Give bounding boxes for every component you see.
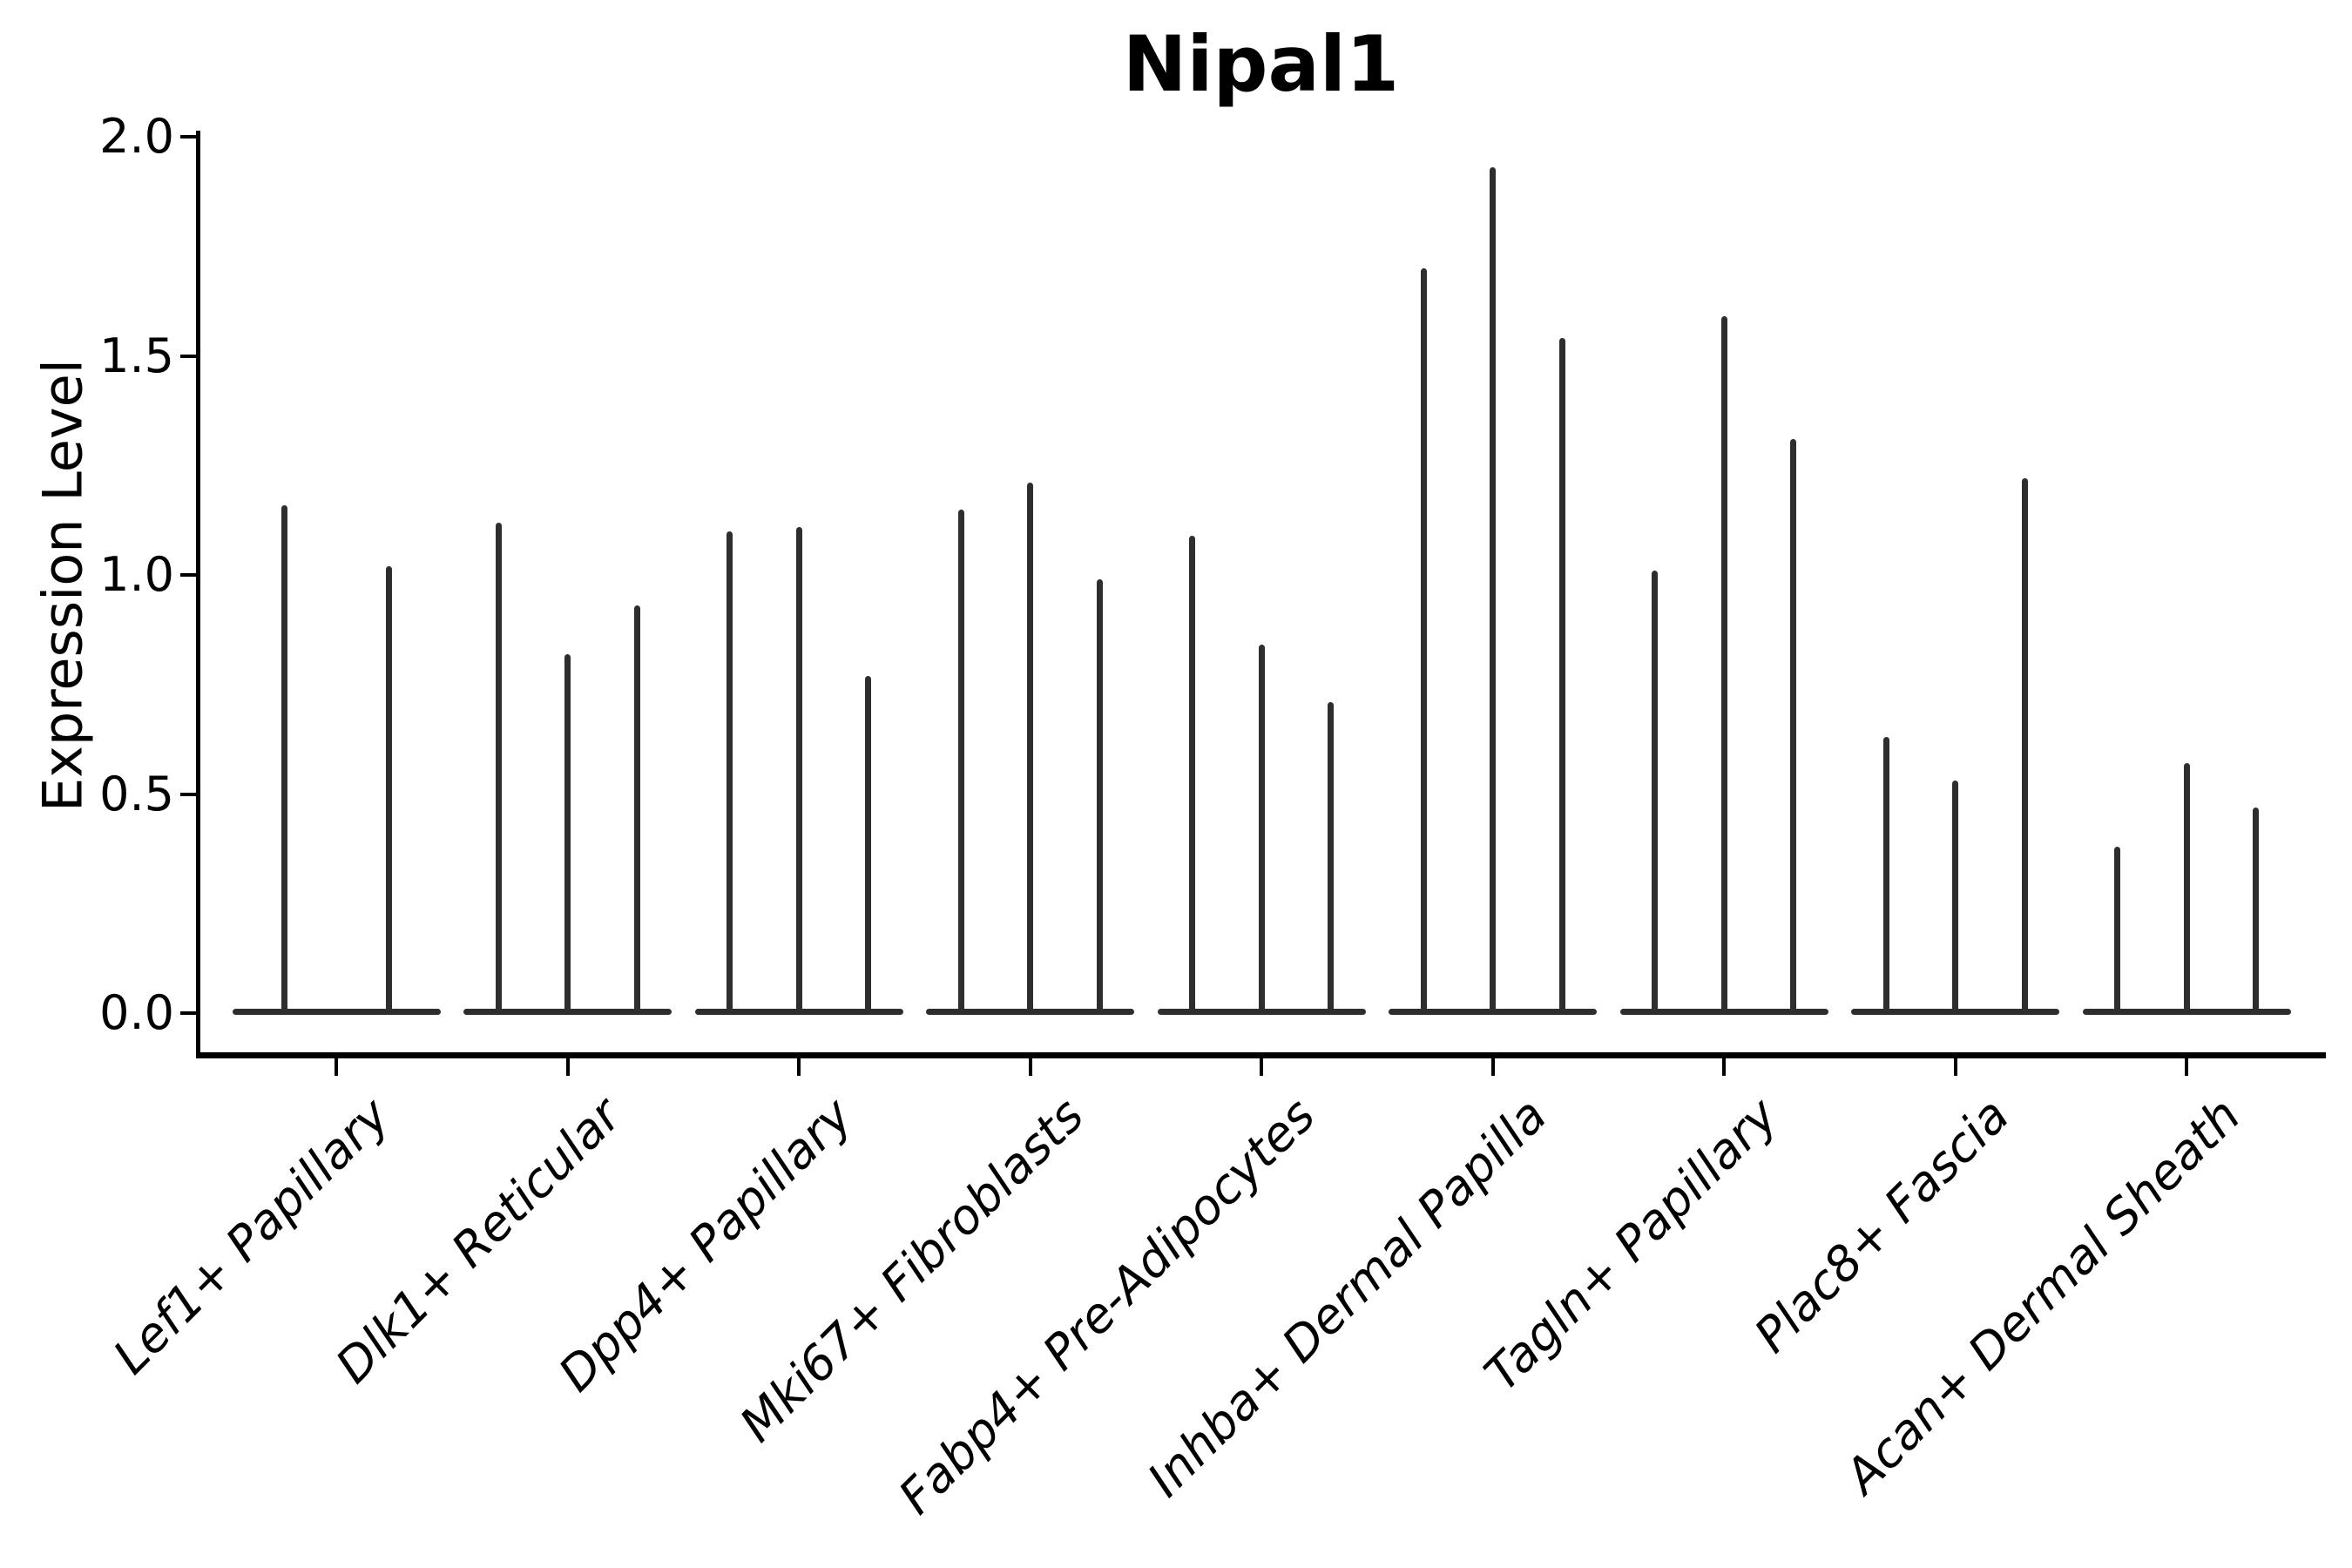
- y-tick: [180, 573, 196, 577]
- y-axis-title: Expression Level: [30, 359, 95, 812]
- y-tick: [180, 135, 196, 139]
- violin: [865, 675, 872, 1015]
- y-tick-label: 0.5: [99, 766, 174, 821]
- x-tick: [1028, 1058, 1032, 1076]
- y-tick: [180, 792, 196, 796]
- x-tick: [565, 1058, 570, 1076]
- violin: [1189, 535, 1196, 1015]
- x-tick: [2185, 1058, 2189, 1076]
- x-tick-label: Inhba+ Dermal Papilla: [1136, 1087, 1558, 1508]
- violin: [1652, 570, 1659, 1015]
- violin: [795, 526, 802, 1015]
- violin: [2253, 807, 2260, 1015]
- violin: [1027, 483, 1034, 1015]
- y-tick: [180, 1011, 196, 1015]
- x-tick: [335, 1058, 339, 1076]
- violin: [2021, 478, 2028, 1015]
- y-tick-label: 0.0: [99, 985, 174, 1040]
- violin: [1720, 316, 1727, 1015]
- violin: [1258, 645, 1265, 1015]
- violin: [1420, 267, 1427, 1015]
- chart-title: Nipal1: [1122, 19, 1400, 109]
- violin: [2183, 763, 2190, 1015]
- violin: [281, 504, 288, 1015]
- x-tick: [1953, 1058, 1957, 1076]
- violin: [957, 509, 964, 1015]
- violin: [633, 605, 640, 1015]
- x-axis-spine: [196, 1052, 2326, 1058]
- x-tick: [1490, 1058, 1495, 1076]
- violin: [1096, 579, 1103, 1015]
- violin: [385, 565, 392, 1015]
- violin: [495, 522, 502, 1015]
- violin: [1790, 439, 1797, 1015]
- violin-baseline: [232, 1009, 441, 1015]
- violin: [1882, 737, 1889, 1015]
- y-tick-label: 2.0: [99, 109, 174, 164]
- x-tick: [797, 1058, 801, 1076]
- violin: [1490, 167, 1497, 1015]
- y-tick: [180, 354, 196, 358]
- violin: [2114, 846, 2121, 1015]
- x-tick-label: Fabp4+ Pre-Adipocytes: [888, 1087, 1326, 1525]
- violin: [1952, 781, 1959, 1015]
- violin: [727, 531, 733, 1015]
- violin: [564, 653, 571, 1015]
- x-tick-label: Acan+ Dermal Sheath: [1834, 1087, 2251, 1504]
- x-tick: [1260, 1058, 1264, 1076]
- violin: [1328, 701, 1335, 1015]
- x-tick: [1722, 1058, 1727, 1076]
- y-axis-spine: [196, 131, 200, 1058]
- y-tick-label: 1.5: [99, 328, 174, 383]
- y-tick-label: 1.0: [99, 547, 174, 602]
- violin: [1558, 338, 1565, 1015]
